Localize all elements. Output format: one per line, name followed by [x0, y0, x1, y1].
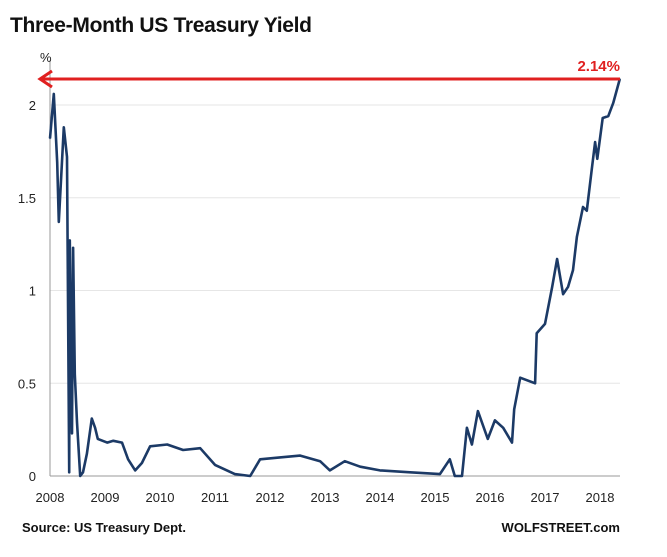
data-point: [562, 293, 564, 296]
data-point: [582, 206, 584, 208]
data-point: [259, 458, 261, 461]
data-point: [86, 452, 88, 455]
data-point: [58, 221, 60, 223]
data-point: [572, 269, 574, 271]
x-tick-label: 2008: [36, 490, 65, 505]
data-point: [166, 443, 168, 446]
data-point: [544, 323, 546, 325]
data-point: [66, 156, 68, 158]
x-tick-label: 2016: [476, 490, 505, 505]
data-point: [97, 438, 99, 440]
y-tick-label: 0: [29, 469, 36, 484]
data-point: [556, 258, 558, 260]
x-tick-label: 2015: [421, 490, 450, 505]
data-point: [590, 169, 593, 171]
data-point: [234, 473, 236, 475]
data-point: [439, 473, 441, 475]
data-point: [454, 475, 456, 477]
data-point: [576, 235, 578, 238]
data-point: [62, 126, 65, 129]
data-point: [502, 426, 505, 429]
data-point: [279, 456, 281, 459]
data-point: [199, 447, 201, 449]
data-point: [607, 115, 610, 117]
data-point: [534, 382, 536, 385]
x-tick-label: 2009: [91, 490, 120, 505]
data-point: [121, 441, 123, 444]
source-note: Source: US Treasury Dept.: [22, 520, 186, 535]
x-tick-label: 2018: [586, 490, 615, 505]
data-point: [379, 469, 381, 472]
data-point: [329, 469, 331, 472]
data-point: [511, 441, 513, 444]
data-point: [76, 421, 78, 424]
data-point: [466, 426, 468, 429]
data-point: [134, 469, 137, 472]
y-tick-label: 2: [29, 98, 36, 113]
yield-line: [48, 78, 622, 478]
data-point: [471, 443, 473, 446]
arrow-head-icon: [37, 69, 53, 89]
data-point: [73, 373, 76, 375]
data-point: [461, 475, 463, 477]
data-point: [299, 454, 302, 457]
data-point: [91, 417, 93, 420]
data-point: [149, 445, 151, 448]
data-point: [53, 93, 55, 95]
data-point: [214, 464, 216, 466]
data-point: [56, 161, 58, 164]
data-point: [112, 439, 115, 442]
x-tick-label: 2017: [531, 490, 560, 505]
y-tick-label: 1.5: [18, 191, 36, 206]
annotation-label: 2.14%: [577, 58, 620, 75]
data-point: [344, 460, 346, 462]
x-tick-label: 2011: [201, 490, 229, 505]
data-point: [586, 209, 588, 212]
brand-label: WOLFSTREET.com: [501, 520, 620, 535]
data-point: [82, 471, 84, 474]
data-point: [72, 247, 74, 249]
data-point: [68, 471, 71, 474]
data-point: [127, 458, 129, 461]
data-point: [106, 441, 108, 444]
data-point: [612, 102, 614, 104]
data-point: [487, 438, 489, 440]
data-point: [449, 458, 451, 461]
data-point: [249, 475, 251, 477]
data-point: [71, 432, 73, 435]
data-point: [494, 419, 496, 422]
data-point: [319, 460, 321, 462]
data-point: [551, 285, 553, 288]
data-point: [359, 465, 362, 468]
data-point: [477, 410, 479, 412]
x-tick-label: 2010: [146, 490, 175, 505]
data-point: [596, 157, 599, 160]
data-point: [519, 376, 522, 379]
y-tick-label: 0.5: [18, 376, 36, 391]
chart-title: Three-Month US Treasury Yield: [10, 14, 312, 37]
data-point: [601, 117, 604, 119]
data-point: [409, 471, 412, 474]
data-point: [79, 475, 82, 477]
data-point: [594, 141, 596, 143]
x-tick-label: 2014: [366, 490, 395, 505]
data-point: [49, 137, 51, 140]
data-point: [69, 239, 71, 242]
data-point: [567, 285, 569, 288]
y-axis-label: %: [40, 50, 52, 65]
data-point: [535, 332, 538, 334]
x-tick-label: 2012: [256, 490, 285, 505]
data-point: [513, 408, 515, 411]
data-point: [141, 462, 143, 464]
data-point: [94, 426, 96, 429]
y-tick-label: 1: [29, 284, 36, 299]
x-tick-label: 2013: [311, 490, 340, 505]
data-point: [182, 449, 184, 451]
